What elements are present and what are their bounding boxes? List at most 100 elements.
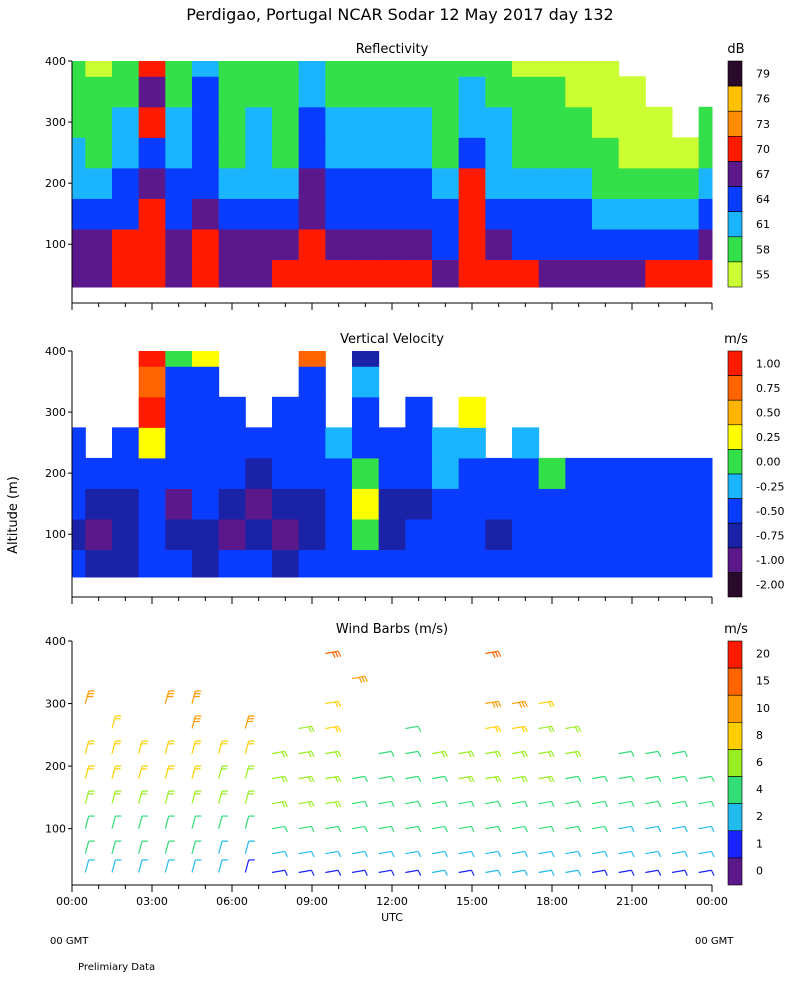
- heatmap-cell: [619, 107, 646, 138]
- wind-barb-shaft: [432, 776, 445, 778]
- wind-barb-flag: [469, 752, 472, 757]
- heatmap-cell: [192, 168, 219, 199]
- heatmap-cell: [299, 76, 326, 107]
- wind-barb: [165, 691, 174, 704]
- wind-barb: [192, 841, 201, 854]
- colorbar-label: 79: [756, 68, 770, 81]
- wind-barb: [565, 851, 580, 856]
- wind-barb: [592, 870, 607, 875]
- wind-barb-shaft: [245, 766, 248, 779]
- wind-barb-flag: [338, 870, 341, 875]
- wind-barb: [325, 826, 340, 831]
- wind-barb: [219, 816, 228, 829]
- heatmap-cell: [299, 427, 326, 458]
- colorbar-swatch: [728, 572, 742, 597]
- heatmap-cell: [85, 229, 112, 260]
- heatmap-cell: [592, 168, 619, 199]
- heatmap-cell: [325, 168, 352, 199]
- wind-barb-flag: [362, 677, 365, 682]
- heatmap-cell: [645, 458, 672, 489]
- footer-left-time: 00 GMT: [50, 936, 89, 947]
- wind-barb: [165, 841, 174, 854]
- heatmap-cell: [325, 550, 352, 578]
- wind-barb-shaft: [645, 826, 658, 828]
- heatmap-cell: [539, 260, 566, 288]
- heatmap-cell: [459, 168, 486, 199]
- wind-barb: [379, 826, 394, 831]
- wind-barb: [592, 851, 607, 856]
- heatmap-cell: [699, 260, 713, 288]
- heatmap-cell: [619, 519, 646, 550]
- wind-barb-flag: [471, 851, 474, 856]
- wind-barb-flag: [311, 776, 314, 781]
- wind-barb-shaft: [539, 851, 552, 853]
- heatmap-cell: [619, 198, 646, 229]
- wind-barbs-colorbar-unit: m/s: [724, 622, 748, 637]
- wind-barb-flag: [391, 751, 394, 756]
- wind-barb: [85, 766, 94, 779]
- wind-barb-shaft: [192, 860, 195, 873]
- wind-barb: [619, 751, 634, 756]
- heatmap-cell: [432, 168, 459, 199]
- heatmap-cell: [325, 61, 352, 77]
- wind-barb-flag: [391, 870, 394, 875]
- heatmap-cell: [325, 107, 352, 138]
- wind-barb-flag: [551, 726, 554, 731]
- wind-barb-flag: [658, 826, 661, 831]
- wind-barb: [379, 801, 394, 806]
- wind-barb: [112, 716, 121, 729]
- wind-barb-shaft: [139, 766, 142, 779]
- wind-barb: [165, 766, 174, 779]
- heatmap-cell: [699, 458, 713, 489]
- wind-barb-shaft: [379, 851, 392, 853]
- heatmap-cell: [112, 61, 139, 77]
- wind-barb: [699, 776, 714, 781]
- wind-barb-shaft: [139, 841, 142, 854]
- wind-barb: [485, 826, 500, 831]
- wind-barb-shaft: [299, 851, 312, 853]
- wind-barb-flag: [658, 776, 661, 781]
- heatmap-cell: [485, 76, 512, 107]
- wind-barb-shaft: [379, 870, 392, 872]
- heatmap-cell: [459, 519, 486, 550]
- heatmap-cell: [379, 168, 406, 199]
- heatmap-cell: [512, 488, 539, 519]
- wind-barb-shaft: [112, 860, 115, 873]
- heatmap-cell: [565, 76, 592, 107]
- colorbar-label: 15: [756, 675, 770, 688]
- heatmap-cell: [432, 198, 459, 229]
- heatmap-cell: [245, 550, 272, 578]
- wind-barb-shaft: [352, 801, 365, 803]
- colorbar-swatch: [728, 449, 742, 474]
- heatmap-cell: [539, 488, 566, 519]
- heatmap-cell: [112, 458, 139, 489]
- wind-barb: [405, 870, 420, 875]
- colorbar-label: 0.00: [756, 456, 781, 469]
- heatmap-cell: [219, 519, 246, 550]
- heatmap-cell: [592, 61, 619, 77]
- wind-barb-flag: [495, 702, 498, 707]
- wind-barb-shaft: [112, 791, 115, 804]
- wind-barb-shaft: [432, 870, 445, 872]
- wind-barb-shaft: [272, 851, 285, 853]
- wind-barb-flag: [335, 727, 338, 732]
- wind-barb-flag: [338, 701, 341, 706]
- wind-barb-shaft: [539, 826, 552, 828]
- heatmap-cell: [139, 107, 166, 138]
- heatmap-cell: [405, 519, 432, 550]
- reflectivity-title: Reflectivity: [356, 42, 429, 57]
- heatmap-cell: [565, 488, 592, 519]
- heatmap-cell: [645, 168, 672, 199]
- heatmap-cell: [619, 76, 646, 107]
- wind-barb-flag: [333, 652, 336, 657]
- wind-barb: [352, 851, 367, 856]
- wind-barb-shaft: [645, 851, 658, 853]
- wind-barb-flag: [685, 751, 688, 756]
- heatmap-cell: [299, 168, 326, 199]
- wind-barb: [272, 776, 287, 782]
- wind-barb: [112, 860, 121, 873]
- heatmap-cell: [592, 488, 619, 519]
- heatmap-cell: [539, 168, 566, 199]
- wind-barb-flag: [335, 752, 338, 757]
